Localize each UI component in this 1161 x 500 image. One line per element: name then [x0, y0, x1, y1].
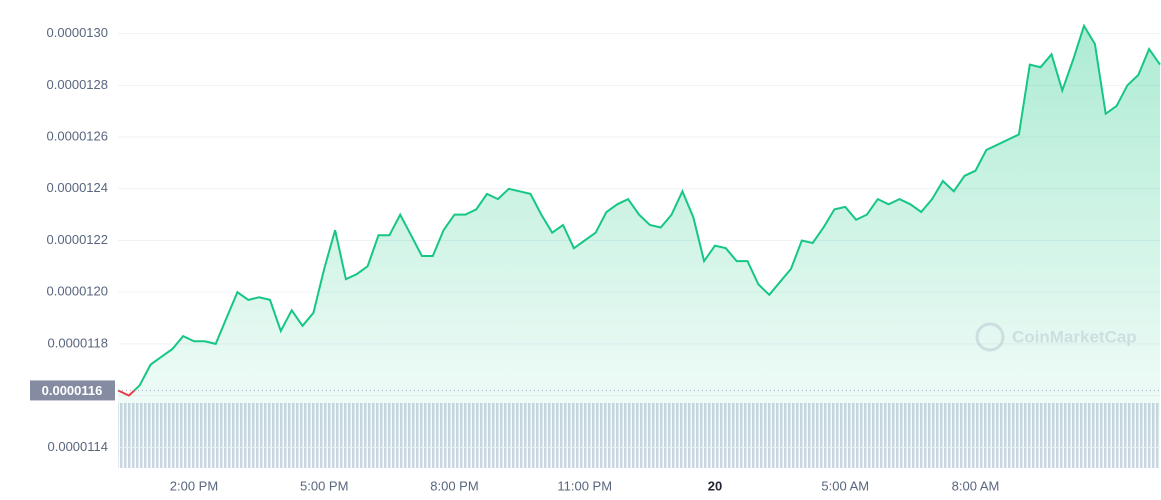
y-tick-label: 0.0000120 — [47, 284, 108, 299]
x-tick-label: 2:00 PM — [170, 478, 218, 493]
area — [118, 25, 1160, 469]
watermark: CoinMarketCap — [975, 322, 1137, 352]
x-tick-label: 11:00 PM — [557, 478, 612, 493]
watermark-text: CoinMarketCap — [1012, 327, 1137, 346]
y-tick-label: 0.0000124 — [47, 180, 108, 195]
price-line — [117, 23, 1161, 391]
x-tick-label: 20 — [708, 478, 722, 493]
y-tick-label: 0.0000126 — [47, 128, 108, 143]
y-tick-label: 0.0000118 — [48, 335, 109, 350]
x-tick-label: 8:00 PM — [430, 478, 478, 493]
price-badge — [30, 380, 115, 401]
y-tick-label: 0.0000128 — [47, 77, 108, 92]
y-tick-label: 0.0000114 — [48, 439, 109, 454]
x-tick-label: 5:00 PM — [300, 478, 348, 493]
x-tick-label: 5:00 AM — [821, 478, 869, 493]
x-tick-label: 8:00 AM — [952, 478, 1000, 493]
y-tick-label: 0.0000130 — [47, 25, 108, 40]
y-tick-label: 0.0000122 — [47, 232, 108, 247]
price-badge-text: 0.0000116 — [42, 383, 103, 398]
